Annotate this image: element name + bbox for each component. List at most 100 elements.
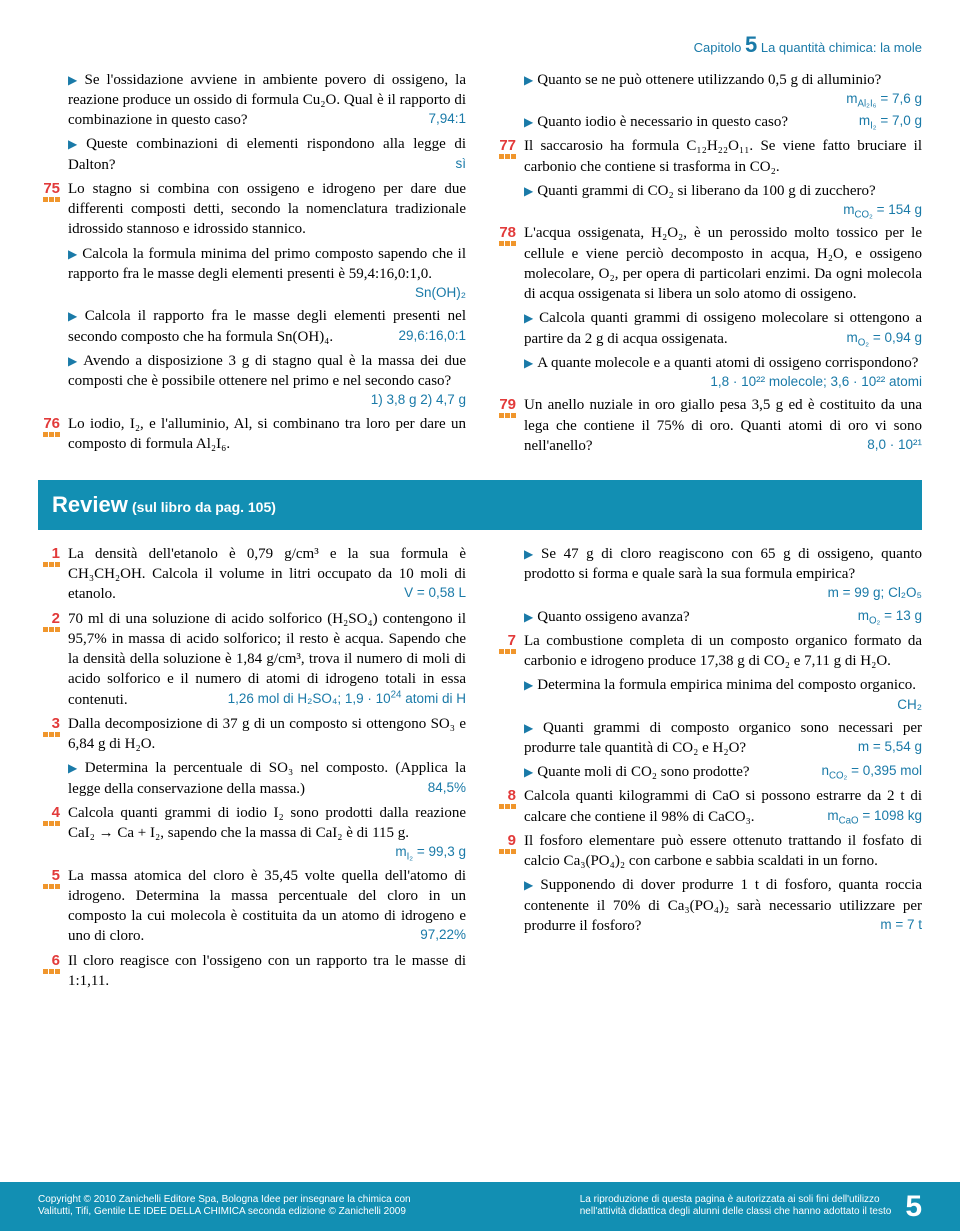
bullet-icon: ▶ — [524, 184, 533, 198]
problem: 270 ml di una soluzione di acido solfori… — [38, 609, 466, 710]
top-columns: ▶Se l'ossidazione avviene in ambiente po… — [38, 70, 922, 460]
bullet-icon: ▶ — [524, 115, 533, 129]
problem-text: Un anello nuziale in oro giallo pesa 3,5… — [524, 395, 922, 456]
problem: 3Dalla decomposizione di 37 g di un comp… — [38, 714, 466, 755]
difficulty-dots — [43, 562, 60, 567]
problem-text: Il fosforo elementare può essere ottenut… — [524, 831, 922, 872]
review-subtitle: (sul libro da pag. 105) — [132, 499, 276, 515]
problem-number: 79 — [494, 395, 524, 456]
difficulty-dots — [43, 627, 60, 632]
bullet-icon: ▶ — [68, 247, 78, 261]
problem-number: 2 — [38, 609, 68, 710]
problem-text: ▶Quanto se ne può ottenere utilizzando 0… — [524, 70, 922, 108]
problem-text: ▶Quanti grammi di composto organico sono… — [524, 718, 922, 759]
footer-right: La riproduzione di questa pagina è autor… — [480, 1188, 922, 1226]
bullet-icon: ▶ — [68, 137, 82, 151]
problem-number: 1 — [38, 544, 68, 605]
subproblem: ▶Quanti grammi di CO₂ si liberano da 100… — [494, 181, 922, 219]
page-footer: Copyright © 2010 Zanichelli Editore Spa,… — [0, 1182, 960, 1231]
problem: 9Il fosforo elementare può essere ottenu… — [494, 831, 922, 872]
problem-text: 70 ml di una soluzione di acido solforic… — [68, 609, 466, 710]
bullet-icon: ▶ — [68, 73, 80, 87]
problem-text: ▶A quante molecole e a quanti atomi di o… — [524, 353, 922, 391]
answer: mO₂ = 0,94 g — [846, 329, 922, 347]
footer-notice2: nell'attività didattica degli alunni del… — [580, 1206, 892, 1219]
problem-text: La densità dell'etanolo è 0,79 g/cm³ e l… — [68, 544, 466, 605]
difficulty-dots — [43, 969, 60, 974]
problem: 4Calcola quanti grammi di iodio I₂ sono … — [38, 803, 466, 862]
answer: 8,0 · 10²¹ — [867, 436, 922, 454]
problem-text: ▶Quanto ossigeno avanza? mO₂ = 13 g — [524, 607, 922, 627]
difficulty-dots — [43, 432, 60, 437]
answer: nCO₂ = 0,395 mol — [821, 762, 922, 780]
problem-text: ▶Quanti grammi di CO₂ si liberano da 100… — [524, 181, 922, 219]
bullet-icon: ▶ — [524, 678, 533, 692]
problem-text: L'acqua ossigenata, H₂O₂, è un perossido… — [524, 223, 922, 304]
problem: 77Il saccarosio ha formula C₁₂H₂₂O₁₁. Se… — [494, 136, 922, 177]
subproblem: ▶A quante molecole e a quanti atomi di o… — [494, 353, 922, 391]
answer: mAl₂I₆ = 7,6 g — [846, 90, 922, 108]
subproblem: ▶Quante moli di CO₂ sono prodotte? nCO₂ … — [494, 762, 922, 782]
bullet-icon: ▶ — [68, 354, 79, 368]
subproblem: ▶Queste combinazioni di elementi rispond… — [38, 134, 466, 175]
problem-text: La combustione completa di un composto o… — [524, 631, 922, 672]
problem-text: Calcola quanti kilogrammi di CaO si poss… — [524, 786, 922, 827]
problem-text: ▶Avendo a disposizione 3 g di stagno qua… — [68, 351, 466, 410]
problem-number: 6 — [38, 951, 68, 992]
bullet-icon: ▶ — [524, 73, 533, 87]
answer: V = 0,58 L — [404, 584, 466, 602]
problem-text: ▶Determina la formula empirica minima de… — [524, 675, 922, 713]
bullet-icon: ▶ — [68, 309, 81, 323]
subproblem: ▶Calcola quanti grammi di ossigeno molec… — [494, 308, 922, 349]
answer: Sn(OH)₂ — [415, 284, 466, 302]
answer: 7,94:1 — [428, 110, 466, 128]
problem: 8Calcola quanti kilogrammi di CaO si pos… — [494, 786, 922, 827]
answer: CH₂ — [897, 696, 922, 714]
problem-text: ▶Calcola la formula minima del primo com… — [68, 244, 466, 303]
problem: 76Lo iodio, I₂, e l'alluminio, Al, si co… — [38, 414, 466, 455]
difficulty-dots — [43, 197, 60, 202]
footer-copyright2: Valitutti, Tifi, Gentile LE IDEE DELLA C… — [38, 1206, 480, 1219]
subproblem: ▶Avendo a disposizione 3 g di stagno qua… — [38, 351, 466, 410]
review-right-col: ▶Se 47 g di cloro reagiscono con 65 g di… — [494, 544, 922, 995]
problem-text: Calcola quanti grammi di iodio I₂ sono p… — [68, 803, 466, 862]
answer: 84,5% — [428, 779, 466, 797]
bullet-icon: ▶ — [524, 878, 536, 892]
review-title: Review — [52, 492, 128, 517]
difficulty-dots — [499, 804, 516, 809]
problem-text: Dalla decomposizione di 37 g di un compo… — [68, 714, 466, 755]
bullet-icon: ▶ — [524, 547, 537, 561]
problem: 75Lo stagno si combina con ossigeno e id… — [38, 179, 466, 240]
bullet-icon: ▶ — [524, 765, 533, 779]
problem: 79Un anello nuziale in oro giallo pesa 3… — [494, 395, 922, 456]
answer: 97,22% — [420, 926, 466, 944]
subproblem: ▶Quanti grammi di composto organico sono… — [494, 718, 922, 759]
chapter-header: Capitolo 5 La quantità chimica: la mole — [38, 30, 922, 60]
review-columns: 1La densità dell'etanolo è 0,79 g/cm³ e … — [38, 544, 922, 995]
problem-number: 76 — [38, 414, 68, 455]
difficulty-dots — [43, 732, 60, 737]
subproblem: ▶Determina la formula empirica minima de… — [494, 675, 922, 713]
problem-text: La massa atomica del cloro è 35,45 volte… — [68, 866, 466, 947]
top-right-col: ▶Quanto se ne può ottenere utilizzando 0… — [494, 70, 922, 460]
problem-number: 9 — [494, 831, 524, 872]
problem-text: ▶Se 47 g di cloro reagiscono con 65 g di… — [524, 544, 922, 603]
problem-number: 77 — [494, 136, 524, 177]
problem-text: ▶Calcola il rapporto fra le masse degli … — [68, 306, 466, 347]
bullet-icon: ▶ — [524, 610, 533, 624]
subproblem: ▶Supponendo di dover produrre 1 t di fos… — [494, 875, 922, 936]
problem-text: ▶Supponendo di dover produrre 1 t di fos… — [524, 875, 922, 936]
problem: 1La densità dell'etanolo è 0,79 g/cm³ e … — [38, 544, 466, 605]
subproblem: ▶Calcola la formula minima del primo com… — [38, 244, 466, 303]
subproblem: ▶Quanto se ne può ottenere utilizzando 0… — [494, 70, 922, 108]
problem-number: 7 — [494, 631, 524, 672]
footer-left: Copyright © 2010 Zanichelli Editore Spa,… — [38, 1194, 480, 1219]
problem-text: ▶Se l'ossidazione avviene in ambiente po… — [68, 70, 466, 131]
answer: sì — [455, 155, 466, 173]
difficulty-dots — [499, 649, 516, 654]
answer: mCaO = 1098 kg — [827, 807, 922, 825]
footer-notice1: La riproduzione di questa pagina è autor… — [580, 1194, 892, 1207]
bullet-icon: ▶ — [524, 721, 539, 735]
problem: 7La combustione completa di un composto … — [494, 631, 922, 672]
problem-number: 4 — [38, 803, 68, 862]
